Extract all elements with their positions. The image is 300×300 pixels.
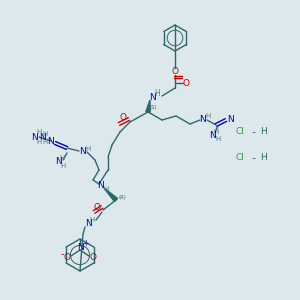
Text: H: H [260, 154, 267, 163]
Text: (S): (S) [149, 106, 157, 110]
Text: -: - [251, 127, 255, 137]
Text: O: O [182, 79, 190, 88]
Text: H: H [206, 113, 211, 119]
Text: H: H [36, 129, 42, 135]
Text: N: N [76, 242, 83, 251]
Text: H: H [85, 146, 91, 152]
Text: H: H [215, 136, 220, 142]
Text: H: H [154, 88, 160, 98]
Text: N: N [40, 134, 46, 142]
Text: H: H [36, 139, 42, 145]
Text: O: O [89, 253, 97, 262]
Text: H: H [42, 139, 48, 145]
Text: N: N [56, 158, 62, 166]
Polygon shape [146, 100, 150, 112]
Text: N: N [98, 182, 104, 190]
Text: (R): (R) [118, 194, 126, 200]
Text: -: - [251, 153, 255, 163]
Text: O: O [94, 202, 100, 211]
Text: H: H [260, 128, 267, 136]
Text: O: O [119, 113, 127, 122]
Text: H: H [213, 129, 219, 135]
Text: Cl: Cl [235, 154, 244, 163]
Text: +: + [82, 239, 88, 248]
Polygon shape [104, 188, 118, 202]
Text: N: N [150, 94, 156, 103]
Text: N: N [48, 137, 54, 146]
Text: N: N [226, 115, 233, 124]
Text: N: N [85, 220, 92, 229]
Text: H: H [59, 155, 64, 161]
Text: H: H [103, 186, 109, 192]
Text: H: H [42, 131, 48, 137]
Text: -: - [60, 249, 64, 259]
Text: N: N [200, 115, 206, 124]
Text: N: N [210, 131, 216, 140]
Text: N: N [80, 148, 86, 157]
Text: O: O [64, 253, 70, 262]
Text: H: H [89, 217, 94, 223]
Text: O: O [172, 68, 178, 76]
Text: H: H [60, 163, 66, 169]
Text: N: N [32, 133, 38, 142]
Text: Cl: Cl [235, 128, 244, 136]
